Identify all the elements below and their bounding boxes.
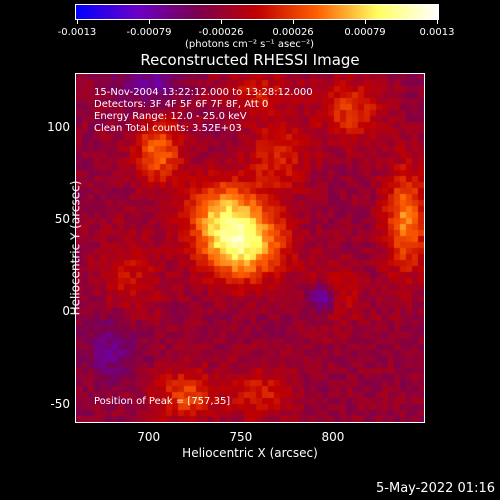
x-tick-label: 750 [229,430,253,444]
colorbar-units: (photons cm⁻² s⁻¹ asec⁻²) [185,39,315,50]
colorbar-tick-label: -0.0013 [57,27,97,38]
y-tick-label: 100 [47,120,70,135]
colorbar-tick-label: 0.0013 [419,27,455,38]
x-tick-label: 700 [137,430,161,444]
colorbar-tick-mark [77,19,78,24]
colorbar-tick-mark [221,19,222,24]
info-detectors: Detectors: 3F 4F 5F 6F 7F 8F, Att 0 [94,99,269,110]
x-axis-label: Heliocentric X (arcsec) [182,446,318,460]
colorbar-tick-label: 0.00079 [344,27,386,38]
y-tick-label: 0 [62,304,70,319]
y-axis-label: Heliocentric Y (arcsec) [68,180,83,316]
colorbar-tick-mark [365,19,366,24]
info-energy-range: Energy Range: 12.0 - 25.0 keV [94,111,247,122]
footer-date: 5-May-2022 01:16 [376,481,495,496]
colorbar-tick-label: 0.00026 [272,27,314,38]
colorbar-tick-mark [293,19,294,24]
colorbar-tick-mark [149,19,150,24]
image-plot-area [75,73,425,423]
x-tick-label: 800 [321,430,345,444]
colorbar-tick-label: -0.00026 [198,27,244,38]
colorbar-tick-label: -0.00079 [126,27,172,38]
colorbar-tick-mark [437,19,438,24]
colorbar [75,4,439,20]
peak-position-label: Position of Peak = [757,35] [94,396,231,407]
y-tick-label: 50 [54,212,70,227]
info-clean-counts: Clean Total counts: 3.52E+03 [94,123,242,134]
chart-title: Reconstructed RHESSI Image [140,51,360,69]
info-time-range: 15-Nov-2004 13:22:12.000 to 13:28:12.000 [94,87,313,98]
heatmap-image [76,74,424,422]
y-tick-label: -50 [50,396,70,411]
